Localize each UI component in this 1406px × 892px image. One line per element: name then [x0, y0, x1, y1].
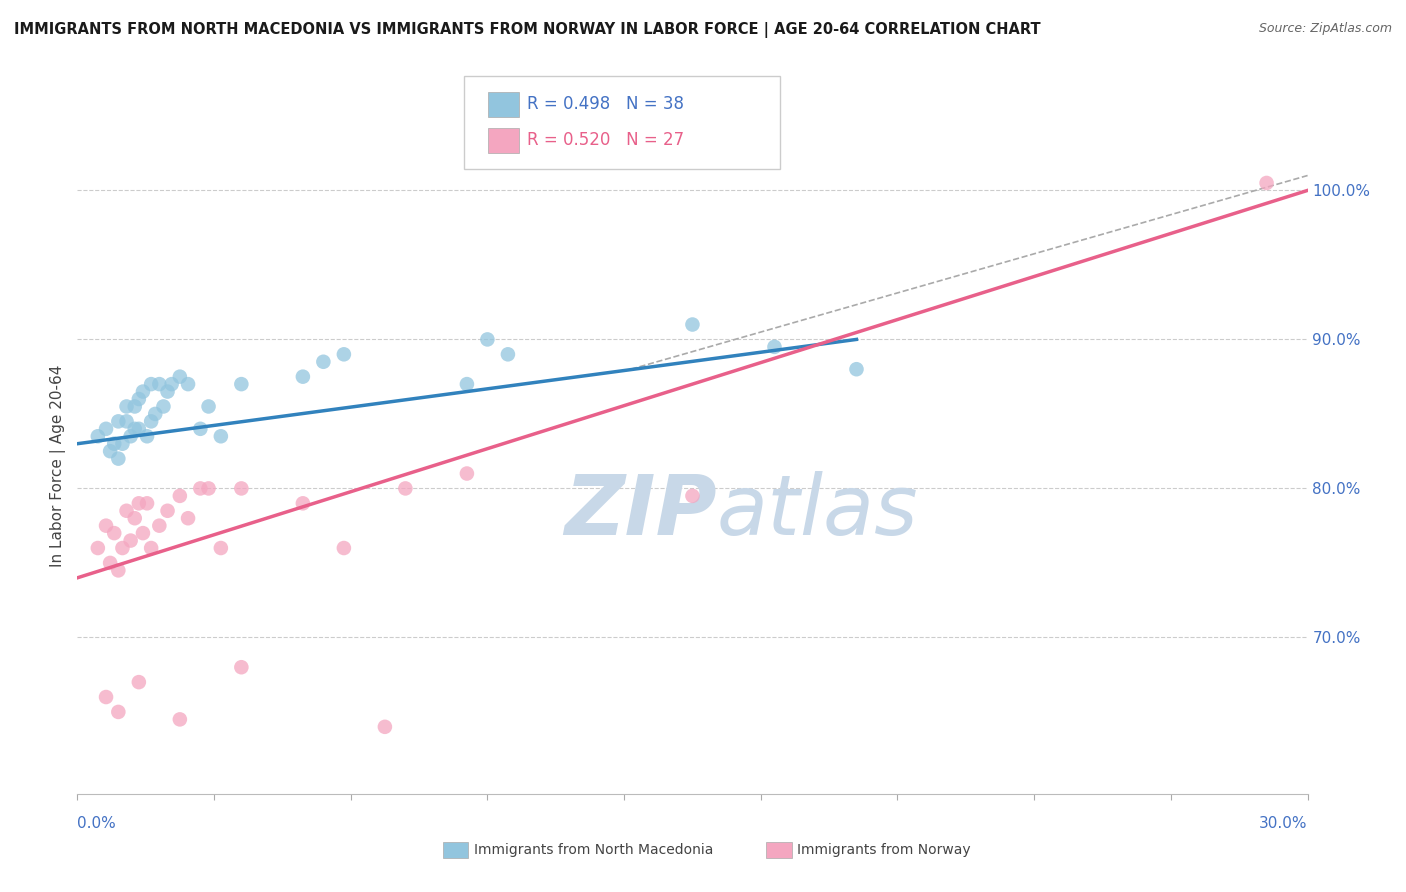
Point — [141, 377, 163, 392]
Point — [763, 340, 786, 354]
Point — [845, 362, 868, 376]
Point — [682, 489, 704, 503]
Text: IMMIGRANTS FROM NORTH MACEDONIA VS IMMIGRANTS FROM NORWAY IN LABOR FORCE | AGE 2: IMMIGRANTS FROM NORTH MACEDONIA VS IMMIG… — [14, 22, 1040, 38]
Point — [107, 705, 129, 719]
Point — [148, 377, 170, 392]
Point — [115, 504, 138, 518]
Point — [477, 333, 499, 347]
Text: 0.0%: 0.0% — [77, 816, 117, 831]
Point — [111, 436, 134, 450]
Point — [682, 318, 704, 332]
Text: Source: ZipAtlas.com: Source: ZipAtlas.com — [1258, 22, 1392, 36]
Point — [141, 541, 163, 555]
Point — [188, 482, 212, 496]
Point — [107, 451, 129, 466]
Point — [231, 660, 253, 674]
Point — [496, 347, 519, 361]
Text: Immigrants from Norway: Immigrants from Norway — [797, 843, 970, 857]
Text: ZIP: ZIP — [564, 472, 717, 552]
Point — [107, 414, 129, 428]
Point — [120, 429, 142, 443]
Point — [209, 429, 232, 443]
Point — [143, 407, 166, 421]
Point — [333, 347, 356, 361]
Point — [291, 496, 314, 510]
Point — [231, 482, 253, 496]
Point — [333, 541, 356, 555]
Point — [136, 429, 159, 443]
Point — [148, 518, 170, 533]
Point — [169, 369, 191, 384]
Point — [177, 511, 200, 525]
Point — [98, 444, 121, 458]
Point — [107, 563, 129, 577]
Point — [197, 482, 219, 496]
Point — [169, 712, 191, 726]
Y-axis label: In Labor Force | Age 20-64: In Labor Force | Age 20-64 — [51, 365, 66, 567]
Point — [87, 541, 110, 555]
Point — [136, 496, 159, 510]
Point — [394, 482, 416, 496]
Point — [128, 496, 150, 510]
Point — [456, 377, 478, 392]
Point — [209, 541, 232, 555]
Point — [87, 429, 110, 443]
Text: atlas: atlas — [717, 472, 918, 552]
Point — [94, 690, 117, 704]
Point — [197, 400, 219, 414]
Point — [132, 384, 155, 399]
Point — [291, 369, 314, 384]
Point — [111, 541, 134, 555]
Point — [160, 377, 183, 392]
Point — [141, 414, 163, 428]
Point — [177, 377, 200, 392]
Point — [231, 377, 253, 392]
Point — [132, 526, 155, 541]
Point — [94, 518, 117, 533]
Point — [128, 422, 150, 436]
Point — [312, 355, 335, 369]
Point — [169, 489, 191, 503]
Text: Immigrants from North Macedonia: Immigrants from North Macedonia — [474, 843, 713, 857]
Point — [98, 556, 121, 570]
Point — [115, 414, 138, 428]
Point — [103, 526, 125, 541]
Point — [152, 400, 174, 414]
Point — [124, 511, 146, 525]
Point — [128, 675, 150, 690]
Point — [156, 504, 179, 518]
Point — [115, 400, 138, 414]
Point — [456, 467, 478, 481]
Text: R = 0.498   N = 38: R = 0.498 N = 38 — [527, 95, 685, 113]
Point — [156, 384, 179, 399]
Point — [124, 422, 146, 436]
Point — [374, 720, 396, 734]
Point — [188, 422, 212, 436]
Text: 30.0%: 30.0% — [1260, 816, 1308, 831]
Text: R = 0.520   N = 27: R = 0.520 N = 27 — [527, 131, 685, 149]
Point — [103, 436, 125, 450]
Point — [94, 422, 117, 436]
Point — [124, 400, 146, 414]
Point — [128, 392, 150, 406]
Point — [120, 533, 142, 548]
Point — [1256, 176, 1278, 190]
